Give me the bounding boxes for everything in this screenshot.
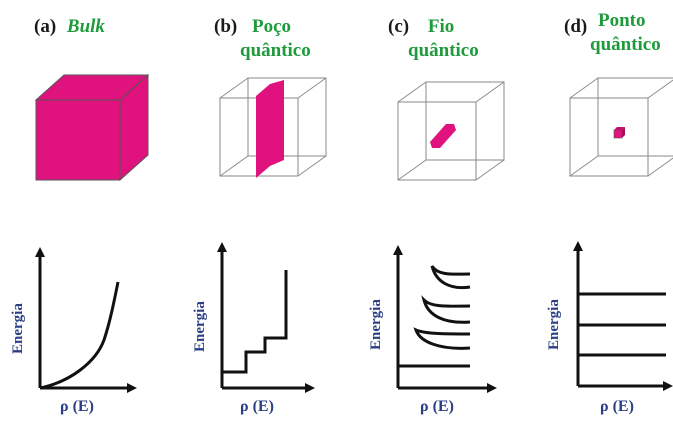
quantum-wire-plot (393, 245, 497, 393)
panel-a-letter: (a) (34, 16, 57, 37)
bulk-cube (34, 73, 150, 182)
panel-a-header: (a) Bulk (34, 16, 105, 38)
panel-c-letter: (c) (388, 16, 410, 37)
panel-b-y-label: Energia (192, 301, 208, 352)
panel-c-header: (c) Fio (388, 16, 454, 38)
panel-d-title-line1: Ponto (597, 10, 646, 31)
quantum-well-slab (256, 84, 270, 178)
panel-c-title-line2: quântico (408, 40, 479, 61)
panel-b-x-label: ρ (E) (240, 398, 274, 415)
panel-b-title-line1: Poço (251, 16, 292, 37)
panel-a-y-label: Energia (10, 303, 26, 354)
quantum-well-staircase (222, 270, 288, 374)
quantum-wire-branch-2 (421, 295, 471, 324)
panel-d-letter: (d) (564, 16, 588, 37)
bulk-dos-curve (39, 281, 120, 390)
quantum-wire-branch-1 (413, 327, 471, 350)
panel-d-header: (d) Ponto (564, 10, 646, 37)
panel-d-y-label: Energia (546, 299, 562, 350)
panel-b-header: (b) Poço (214, 16, 291, 38)
bulk-plot (35, 247, 137, 393)
panel-d-x-label: ρ (E) (600, 398, 634, 415)
panel-a-x-label: ρ (E) (60, 398, 94, 415)
quantum-dot-cube (569, 77, 673, 177)
quantum-wire-branch-3 (430, 265, 471, 290)
quantum-wire-rod (430, 124, 456, 148)
quantum-wire-cube (397, 81, 505, 181)
panel-b-letter: (b) (214, 16, 238, 37)
panel-c-x-label: ρ (E) (420, 398, 454, 415)
panel-a-title: Bulk (66, 16, 105, 37)
panel-d-title-line2: quântico (590, 34, 661, 55)
quantum-dot (613, 127, 625, 139)
quantum-dot-plot (573, 241, 673, 391)
quantum-well-plot (217, 242, 315, 393)
panel-c-y-label: Energia (368, 299, 384, 350)
panel-c-title-line1: Fio (427, 16, 455, 37)
quantum-well-slab-side (270, 80, 284, 166)
panel-b-title-line2: quântico (240, 40, 311, 61)
